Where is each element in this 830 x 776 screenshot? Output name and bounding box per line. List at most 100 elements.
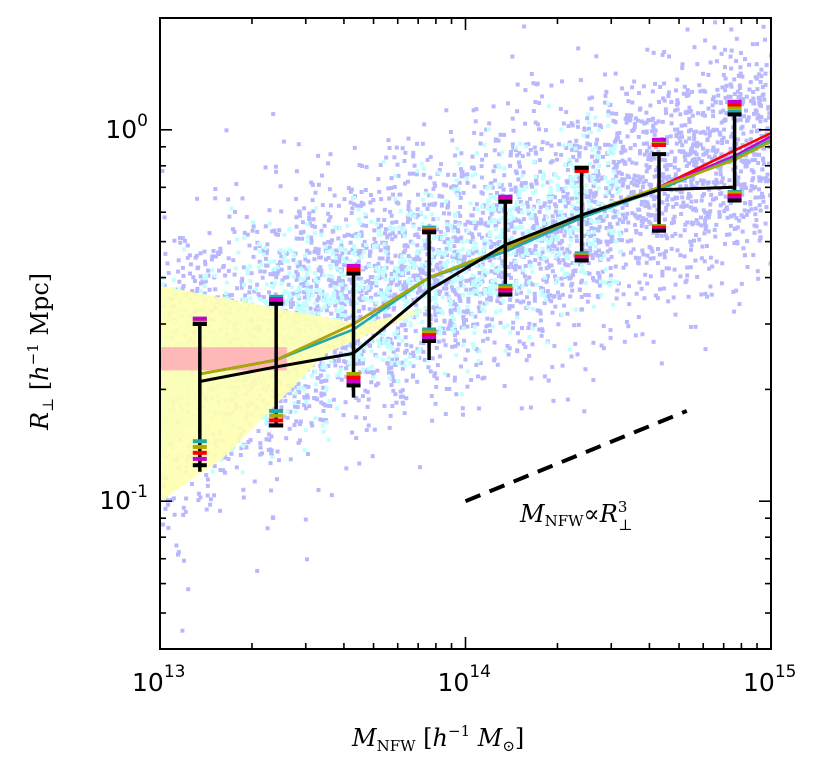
density-point — [341, 413, 346, 418]
density-point — [496, 268, 501, 273]
density-point — [634, 178, 639, 183]
density-point — [479, 281, 483, 285]
density-point — [477, 232, 482, 237]
density-point — [296, 209, 301, 214]
density-point — [595, 137, 600, 142]
density-point — [573, 307, 578, 312]
density-point — [663, 233, 668, 238]
density-point — [601, 346, 606, 351]
density-point — [644, 120, 649, 125]
density-point — [527, 275, 532, 280]
density-point — [260, 451, 265, 456]
density-point — [446, 243, 451, 247]
density-point — [556, 290, 560, 295]
density-point — [402, 411, 407, 416]
density-point — [383, 250, 388, 255]
density-point — [327, 398, 332, 403]
density-point — [682, 84, 687, 89]
density-point — [597, 283, 602, 288]
density-point — [683, 139, 688, 144]
density-point — [508, 163, 513, 168]
density-point — [253, 246, 258, 251]
density-point — [611, 302, 615, 307]
density-point — [539, 237, 543, 242]
density-point — [660, 179, 665, 184]
density-point — [372, 307, 377, 312]
density-point — [396, 326, 400, 331]
density-point — [469, 378, 474, 382]
density-point — [401, 283, 405, 288]
density-point — [301, 276, 306, 281]
density-point — [537, 127, 542, 132]
density-point — [320, 173, 324, 178]
density-point — [222, 294, 227, 298]
density-point — [466, 278, 471, 283]
density-scatter — [160, 18, 771, 649]
density-point — [370, 208, 375, 213]
density-point — [703, 347, 708, 352]
density-point — [683, 151, 688, 156]
density-point — [415, 243, 420, 248]
density-point — [614, 111, 619, 116]
density-point — [524, 241, 529, 246]
density-point — [478, 300, 483, 305]
density-point — [585, 299, 590, 304]
density-point — [435, 262, 440, 267]
density-point — [376, 316, 381, 321]
density-point — [409, 210, 414, 215]
density-point — [663, 158, 668, 163]
density-point — [313, 307, 318, 312]
density-point — [540, 140, 545, 145]
density-point — [483, 273, 487, 278]
density-point — [640, 248, 645, 253]
density-point — [364, 165, 369, 170]
density-point — [510, 116, 515, 121]
density-point — [527, 334, 532, 339]
density-point — [723, 194, 728, 199]
density-point — [742, 208, 747, 213]
density-point — [392, 268, 397, 273]
density-point — [229, 206, 234, 211]
density-point — [632, 173, 637, 178]
density-point — [679, 204, 684, 209]
density-point — [548, 160, 553, 165]
density-point — [622, 177, 627, 182]
density-point — [487, 230, 492, 235]
density-point — [355, 203, 359, 208]
density-point — [559, 186, 564, 191]
density-point — [469, 277, 474, 281]
density-point — [732, 309, 737, 314]
density-point — [647, 153, 652, 157]
density-point — [462, 338, 467, 343]
density-point — [433, 401, 438, 406]
density-point — [470, 251, 475, 256]
density-point — [557, 260, 562, 265]
density-point — [464, 287, 469, 292]
density-point — [602, 208, 607, 213]
density-point — [549, 143, 554, 148]
density-point — [725, 100, 730, 105]
density-point — [359, 294, 364, 298]
density-point — [653, 121, 658, 126]
density-point — [423, 242, 428, 247]
density-point — [606, 142, 611, 147]
density-point — [425, 246, 430, 251]
density-point — [567, 276, 572, 281]
density-point — [754, 62, 759, 67]
density-point — [533, 120, 538, 125]
density-point — [533, 150, 538, 155]
density-point — [587, 96, 592, 101]
density-point — [707, 133, 712, 138]
density-point — [483, 329, 488, 334]
density-point — [442, 331, 447, 336]
density-point — [734, 59, 739, 64]
density-point — [437, 193, 442, 198]
density-point — [300, 220, 305, 225]
density-point — [722, 209, 727, 214]
density-point — [678, 233, 683, 238]
density-point — [529, 182, 534, 187]
density-point — [292, 401, 297, 406]
density-point — [720, 261, 725, 266]
density-point — [438, 260, 443, 265]
density-point — [254, 287, 259, 292]
